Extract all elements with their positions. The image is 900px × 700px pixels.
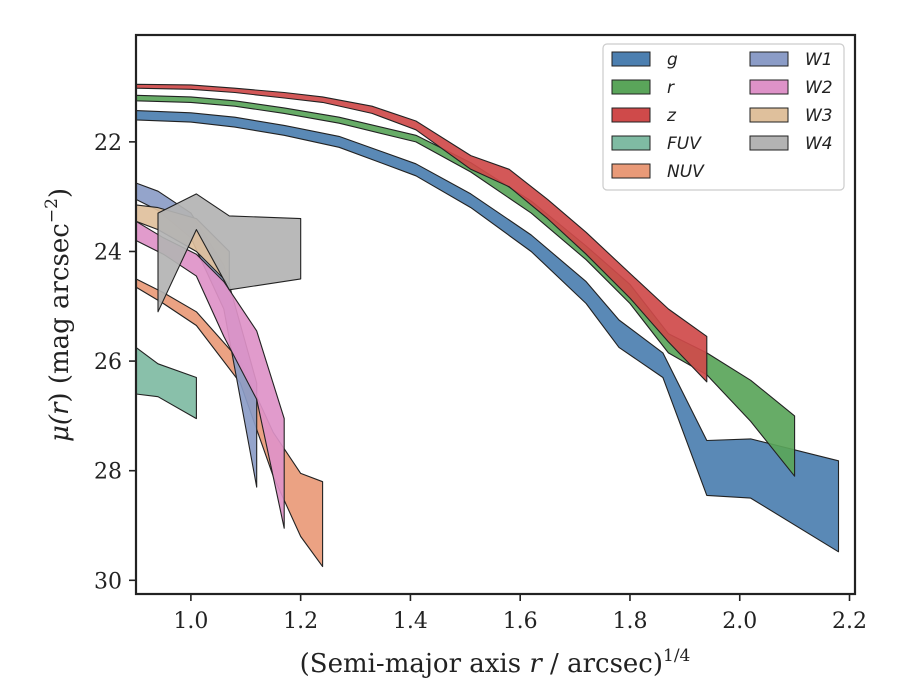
legend-label-w3: W3 [805, 106, 833, 126]
legend-label-nuv: NUV [667, 162, 705, 182]
x-axis-ticks: 1.0 1.2 1.4 1.6 1.8 2.0 2.2 [173, 594, 867, 634]
x-tick-label: 1.6 [503, 609, 538, 634]
legend-swatch-w4 [749, 135, 789, 151]
legend-swatch-nuv [611, 163, 651, 179]
y-tick-label: 26 [94, 350, 122, 375]
legend-swatch-w1 [749, 51, 789, 67]
x-tick-label: 1.0 [173, 609, 208, 634]
legend-label-z: z [666, 106, 677, 126]
y-tick-label: 24 [94, 240, 122, 265]
y-tick-label: 22 [94, 131, 122, 156]
legend: grz FUV NUV W1 W2 W3 W4 [602, 43, 845, 191]
band-nuv [135, 278, 324, 568]
x-tick-label: 1.4 [393, 609, 428, 634]
legend-label-r: r [667, 78, 675, 98]
band-w4 [157, 193, 302, 313]
legend-swatch-w2 [749, 79, 789, 95]
band-fuv [135, 346, 197, 420]
legend-label-w2: W2 [805, 78, 833, 98]
legend-label-w4: W4 [805, 134, 833, 154]
legend-label-w1: W1 [805, 50, 833, 70]
x-axis-label: (Semi-major axis r / arcsec)1/4 [300, 646, 691, 679]
x-tick-label: 1.8 [612, 609, 647, 634]
y-axis-label: μ(r) (mag arcsec−2) [42, 188, 75, 442]
plot-frame [134, 33, 857, 596]
legend-swatch-fuv [611, 135, 651, 151]
band-r [135, 94, 796, 477]
y-tick-label: 30 [94, 569, 122, 594]
x-tick-label: 1.2 [283, 609, 318, 634]
legend-label-fuv: FUV [667, 134, 702, 154]
legend-swatch-z [611, 107, 651, 123]
y-axis-ticks: 22 24 26 28 30 [94, 131, 136, 594]
legend-swatch-w3 [749, 107, 789, 123]
y-tick-label: 28 [94, 460, 122, 485]
band-z [135, 83, 708, 383]
legend-label-g: g [667, 50, 678, 70]
legend-swatch-g [611, 51, 651, 67]
band-g [135, 110, 840, 553]
x-tick-label: 2.2 [832, 609, 867, 634]
legend-swatch-r [611, 79, 651, 95]
data-bands [135, 83, 840, 568]
x-tick-label: 2.0 [722, 609, 757, 634]
